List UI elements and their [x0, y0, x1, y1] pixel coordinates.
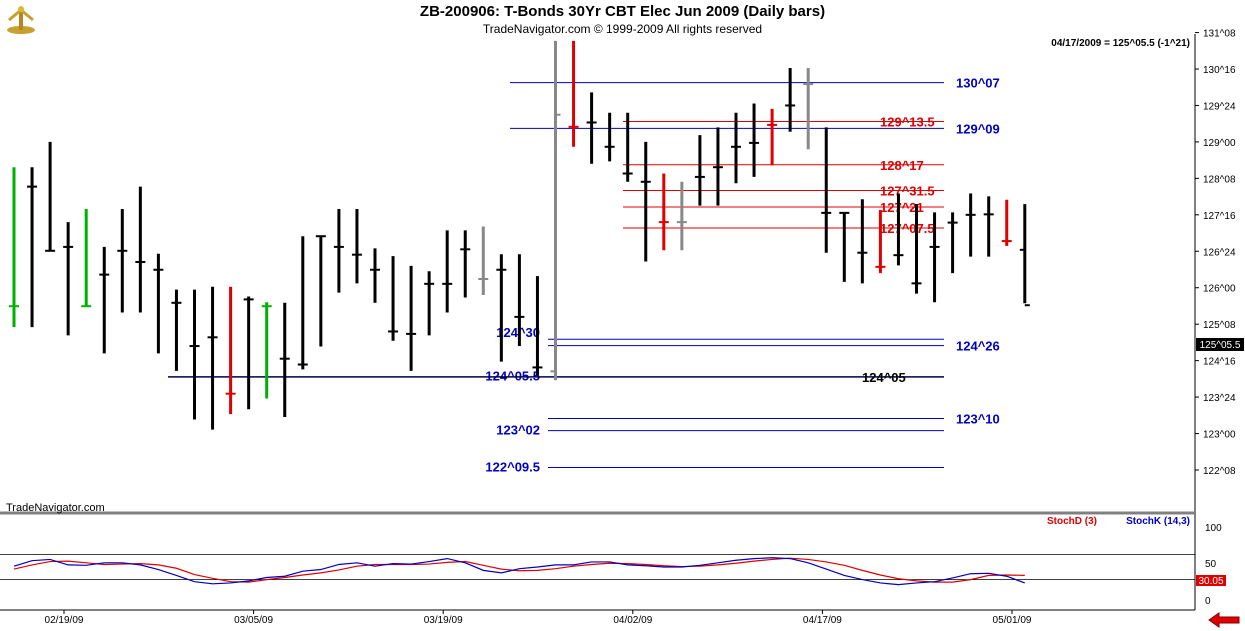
- time-tick-label: 04/17/09: [803, 615, 842, 626]
- level-label: 124^05: [862, 370, 906, 385]
- chart-title: ZB-200906: T-Bonds 30Yr CBT Elec Jun 200…: [419, 3, 826, 20]
- time-axis: 02/19/09 03/05/09 03/19/09 04/02/09 04/17/09…: [45, 610, 1032, 626]
- scroll-back-arrow-icon[interactable]: [1207, 612, 1241, 628]
- level-label: 129^13.5: [880, 115, 935, 130]
- status-readout: 04/17/2009 = 125^05.5 (-1^21): [1051, 38, 1190, 49]
- level-label: 127^31.5: [880, 184, 935, 199]
- stochastic-panel: 100 50 0 StochD (3) StochK (14,3) 30.05: [0, 516, 1226, 607]
- price-tick-label: 131^08: [1203, 29, 1236, 40]
- price-bars: [9, 40, 1030, 430]
- price-tick-label: 124^16: [1203, 357, 1236, 368]
- stoch-legend-label: StochD (3): [1047, 516, 1097, 527]
- price-tick-label: 122^08: [1203, 466, 1236, 477]
- level-label: 129^09: [956, 121, 1000, 136]
- time-tick-label: 03/05/09: [234, 615, 273, 626]
- price-tick-label: 123^24: [1203, 393, 1236, 404]
- stoch-last-value-box: [1196, 575, 1226, 586]
- price-tick-label: 127^16: [1203, 211, 1236, 222]
- last-price-label: 125^05.5: [1200, 340, 1241, 351]
- stoch-series-line: [13, 557, 1025, 583]
- price-tick-label: 128^08: [1203, 174, 1236, 185]
- watermark-label: TradeNavigator.com: [6, 502, 105, 514]
- price-tick-label: 126^24: [1203, 247, 1236, 258]
- time-tick-label: 05/01/09: [993, 615, 1032, 626]
- stoch-tick-label: 0: [1205, 596, 1211, 607]
- level-label: 124^05.5: [485, 369, 540, 384]
- price-tick-label: 126^00: [1203, 284, 1236, 295]
- level-label: 122^09.5: [485, 460, 540, 475]
- copyright-notice: TradeNavigator.com © 1999-2009 All right…: [482, 22, 763, 36]
- price-tick-label: 129^00: [1203, 138, 1236, 149]
- level-label: 128^17: [880, 158, 924, 173]
- level-label: 124^26: [956, 339, 1000, 354]
- price-tick-label: 130^16: [1203, 65, 1236, 76]
- stoch-tick-label: 50: [1205, 559, 1217, 570]
- level-label: 123^02: [496, 423, 540, 438]
- last-price-tag: 125^05.5: [1196, 338, 1244, 351]
- stoch-series-line: [13, 557, 1026, 586]
- level-label: 127^07.5: [880, 221, 935, 236]
- level-label: 123^10: [956, 411, 1000, 426]
- stoch-legend-label: StochK (14,3): [1126, 516, 1190, 527]
- level-label: 130^07: [956, 76, 1000, 91]
- price-tick-label: 129^24: [1203, 101, 1236, 112]
- time-tick-label: 04/02/09: [613, 615, 652, 626]
- time-tick-label: 03/19/09: [424, 615, 463, 626]
- price-tick-label: 123^00: [1203, 430, 1236, 441]
- logo-icon: [7, 6, 35, 34]
- price-axis: 131^08 130^16 129^24 129^00 128^08 127^16 126^…: [1195, 29, 1236, 477]
- price-tick-label: 125^08: [1203, 320, 1236, 331]
- level-lines: 130^07 129^13.5 129^09 128^17 127^31.5127^21…: [168, 76, 1000, 475]
- stoch-last-value-label: 30.05: [1198, 576, 1223, 587]
- level-label: 127^21: [880, 200, 924, 215]
- time-tick-label: 02/19/09: [45, 615, 84, 626]
- stoch-tick-label: 100: [1205, 523, 1222, 534]
